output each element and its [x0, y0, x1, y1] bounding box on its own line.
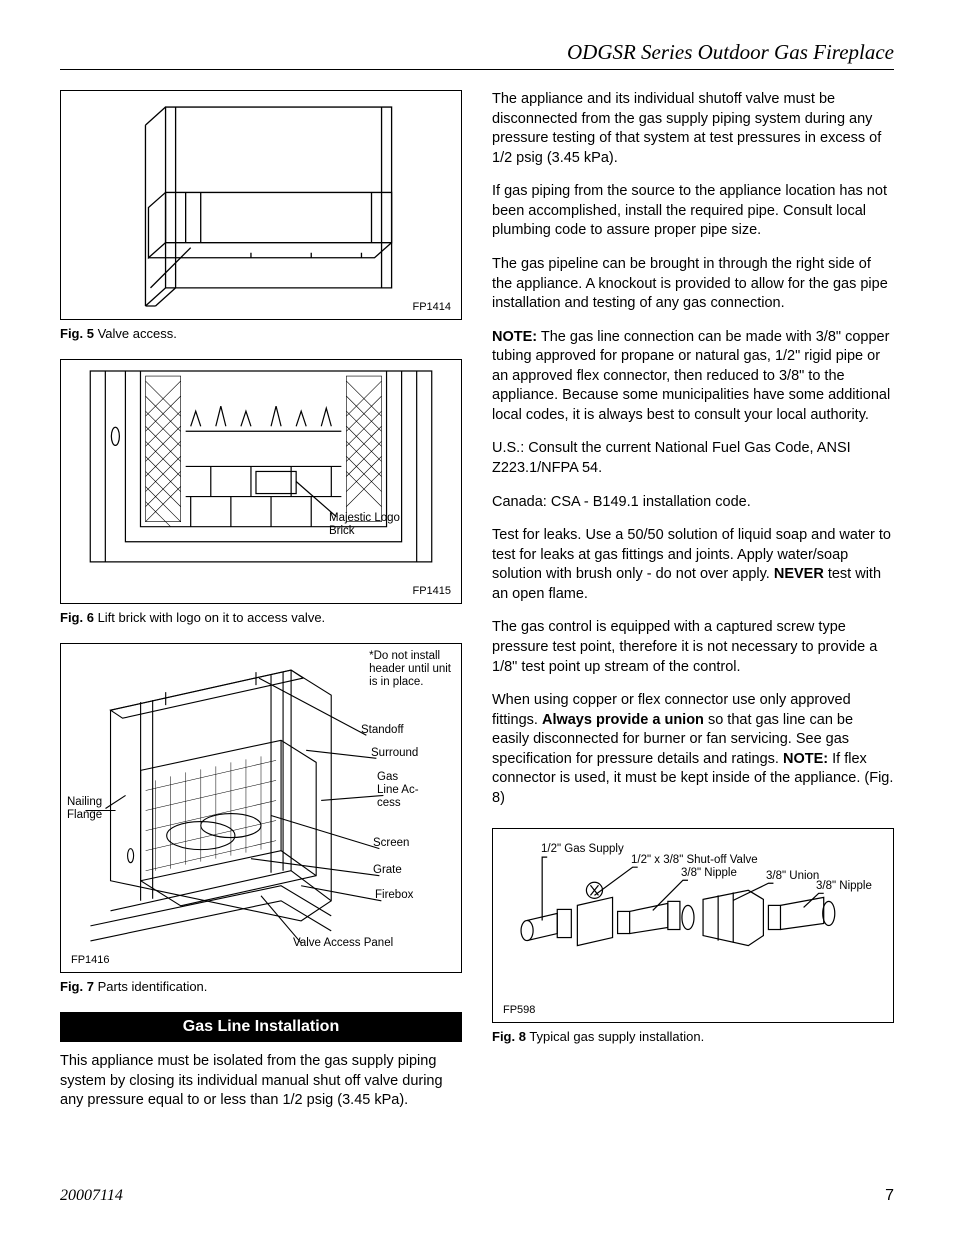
- figure-7: *Do not install header until unit is in …: [60, 643, 462, 973]
- fig8-l1: 1/2" Gas Supply: [541, 843, 624, 856]
- fig6-caption: Fig. 6 Lift brick with logo on it to acc…: [60, 610, 462, 625]
- fig7-gas2: Line Ac-: [377, 784, 419, 796]
- fig7-firebox: Firebox: [375, 889, 413, 902]
- figure-6: Majestic Logo Brick FP1415: [60, 359, 462, 604]
- fig8-l5: 3/8" Nipple: [816, 880, 872, 893]
- fig7-gas: Gas Line Ac- cess: [377, 771, 419, 811]
- fig6-svg: [67, 366, 455, 597]
- left-column: FP1414 Fig. 5 Valve access.: [60, 90, 462, 1125]
- para-8: Test for leaks. Use a 50/50 solution of …: [492, 526, 894, 604]
- fig6-caption-text: Lift brick with logo on it to access val…: [94, 610, 325, 625]
- para-10b: Always provide a union: [542, 712, 704, 728]
- fig7-caption-bold: Fig. 7: [60, 979, 94, 994]
- fig7-gas3: cess: [377, 797, 401, 809]
- figure-8: 1/2" Gas Supply 1/2" x 3/8" Shut-off Val…: [492, 828, 894, 1023]
- fig7-note3: is in place.: [369, 676, 423, 688]
- fig7-grate: Grate: [373, 864, 402, 877]
- right-column: The appliance and its individual shutoff…: [492, 90, 894, 1125]
- fig7-nailing2: Flange: [67, 809, 102, 821]
- para-4: The gas pipeline can be brought in throu…: [492, 255, 894, 314]
- fig5-caption-bold: Fig. 5: [60, 326, 94, 341]
- fig8-caption-text: Typical gas supply installation.: [526, 1029, 704, 1044]
- para-8b: NEVER: [774, 566, 824, 582]
- para-5: NOTE: The gas line connection can be mad…: [492, 328, 894, 426]
- fig7-surround: Surround: [371, 747, 418, 760]
- fig6-label-line2: Brick: [329, 525, 355, 537]
- page-header: ODGSR Series Outdoor Gas Fireplace: [60, 40, 894, 70]
- fig8-l2: 1/2" x 3/8" Shut-off Valve: [631, 854, 758, 867]
- fig7-nailing1: Nailing: [67, 796, 102, 808]
- fig5-caption: Fig. 5 Valve access.: [60, 326, 462, 341]
- para-3: If gas piping from the source to the app…: [492, 182, 894, 241]
- fig8-caption-bold: Fig. 8: [492, 1029, 526, 1044]
- fig6-label-line1: Majestic Logo: [329, 512, 400, 524]
- footer-docnum: 20007114: [60, 1187, 123, 1205]
- fig6-label: Majestic Logo Brick: [329, 512, 400, 538]
- fig7-gas1: Gas: [377, 771, 398, 783]
- fig7-valve: Valve Access Panel: [293, 937, 393, 950]
- fig7-caption: Fig. 7 Parts identification.: [60, 979, 462, 994]
- para-5-bold: NOTE:: [492, 329, 537, 345]
- para-1: This appliance must be isolated from the…: [60, 1052, 462, 1111]
- fig6-caption-bold: Fig. 6: [60, 610, 94, 625]
- fig7-screen: Screen: [373, 837, 409, 850]
- fig7-nailing: Nailing Flange: [67, 796, 102, 822]
- para-10: When using copper or flex connector use …: [492, 691, 894, 808]
- fig8-l4: 3/8" Union: [766, 870, 819, 883]
- para-2: The appliance and its individual shutoff…: [492, 90, 894, 168]
- fig8-caption: Fig. 8 Typical gas supply installation.: [492, 1029, 894, 1044]
- fig7-note: *Do not install header until unit is in …: [369, 650, 451, 690]
- section-title: Gas Line Installation: [60, 1012, 462, 1042]
- fig7-standoff: Standoff: [361, 724, 404, 737]
- page-footer: 20007114 7: [60, 1187, 894, 1205]
- fig6-code: FP1415: [412, 585, 451, 597]
- para-6: U.S.: Consult the current National Fuel …: [492, 439, 894, 478]
- fig8-code: FP598: [503, 1004, 535, 1016]
- fig7-code: FP1416: [71, 954, 110, 966]
- para-5-text: The gas line connection can be made with…: [492, 329, 890, 423]
- para-10d: NOTE:: [783, 751, 828, 767]
- fig5-caption-text: Valve access.: [94, 326, 177, 341]
- fig7-note1: *Do not install: [369, 650, 440, 662]
- fig5-svg: [67, 97, 455, 313]
- fig7-caption-text: Parts identification.: [94, 979, 207, 994]
- para-7: Canada: CSA - B149.1 installation code.: [492, 493, 894, 513]
- fig7-note2: header until unit: [369, 663, 451, 675]
- footer-page: 7: [885, 1187, 894, 1205]
- figure-5: FP1414: [60, 90, 462, 320]
- content-columns: FP1414 Fig. 5 Valve access.: [60, 90, 894, 1125]
- fig8-l3: 3/8" Nipple: [681, 867, 737, 880]
- para-9: The gas control is equipped with a captu…: [492, 618, 894, 677]
- fig5-code: FP1414: [412, 301, 451, 313]
